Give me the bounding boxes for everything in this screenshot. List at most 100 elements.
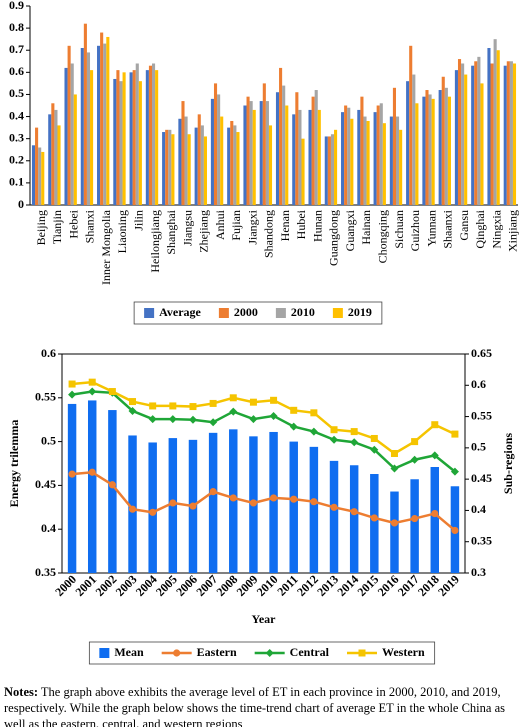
x-tick-label: Hebei [66,209,80,238]
bar [87,400,97,573]
bar [350,118,354,205]
bar [490,63,494,205]
bar [406,81,410,205]
bar [344,105,348,205]
line-marker [209,418,218,427]
line-marker [148,415,157,424]
bar [282,85,286,205]
line-marker [129,398,137,406]
bar [471,65,475,205]
bar [370,474,379,573]
bar [480,83,484,205]
line-marker [128,406,137,415]
x-tick-label: Hunan [310,210,324,242]
line-marker [270,396,278,404]
y-tick-label: 0.4 [9,108,24,122]
y-tick-label: 0.8 [9,20,24,34]
legend: Mean Eastern Central Western [88,641,436,665]
line-marker [330,435,339,444]
bar [187,134,191,205]
y-tick-label: 0 [18,197,24,211]
bar [512,63,517,205]
bar [268,125,273,205]
line-marker [370,434,378,442]
legend-swatch [275,308,286,318]
bar [396,116,400,205]
bar [210,98,214,205]
bar [425,90,429,205]
bar [181,101,185,205]
bar [171,134,175,205]
x-tick-label: Shaanxi [441,209,455,248]
line-marker [68,470,76,478]
legend-swatch [99,648,110,658]
legend-label: 2000 [234,305,258,319]
legend-box [88,641,436,665]
legend-label: 2010 [291,305,315,319]
bar [148,442,157,573]
line-marker [350,428,358,436]
line-marker [229,407,238,416]
y2-tick-label: 0.45 [471,471,492,485]
bar [503,65,507,205]
bar [138,81,142,205]
line-marker [189,502,197,510]
bar [262,83,266,205]
x-tick-label: Fujian [229,210,243,241]
line-marker [430,451,439,460]
y-tick-label: 0.5 [9,86,24,100]
x-tick-label: Xinjiang [506,210,520,252]
legend-swatch [332,308,343,318]
bar [227,127,231,205]
x-axis-title: Year [252,612,277,626]
y-tick-label: 0.55 [35,390,56,404]
legend-label: Western [382,645,425,659]
line-marker [188,415,197,424]
line-marker [209,488,217,496]
bar [200,125,204,205]
line-marker [370,514,378,522]
bar [70,63,74,205]
bar [430,467,440,573]
bar [155,70,159,205]
bar [464,74,468,206]
line-marker [189,403,197,411]
bar [35,127,39,205]
y2-tick-label: 0.5 [471,440,486,454]
notes-label: Notes: [4,685,39,699]
bar [506,61,510,206]
line-marker [431,421,439,429]
line-marker [431,509,439,518]
line-marker [451,430,459,438]
bar [86,52,91,205]
bar [213,83,218,205]
x-tick-label: Inner Mongolia [99,209,113,285]
legend-marker [173,649,181,657]
bar [108,410,117,573]
x-tick-label: Liaoning [115,210,129,253]
bar [409,45,413,205]
bar [184,116,188,205]
legend-label: 2019 [348,305,372,319]
x-tick-label: Sichuan [392,210,406,249]
line-marker [88,378,96,386]
bar [285,105,289,205]
bar [431,98,435,205]
bar [324,136,328,205]
y2-tick-label: 0.3 [471,565,486,579]
line-marker [209,399,217,407]
x-tick-label: Shanxi [83,209,97,243]
y-tick-label: 0.45 [35,477,56,491]
line-marker [169,499,177,507]
line-marker [310,409,318,417]
x-tick-label: Jilin [131,210,145,231]
bar [132,70,136,205]
line-marker [290,495,298,503]
bar [51,103,55,205]
bar [487,48,491,206]
bar [327,136,331,205]
x-tick-label: Jiangxi [245,209,259,244]
bar [128,435,137,573]
y-tick-label: 0.3 [9,130,24,144]
bar [162,132,166,205]
